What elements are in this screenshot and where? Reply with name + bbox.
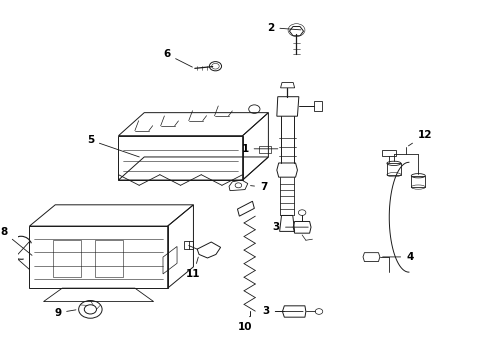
Text: 1: 1 xyxy=(241,144,277,154)
Text: 3: 3 xyxy=(272,222,307,232)
Text: 5: 5 xyxy=(86,135,139,157)
Text: 4: 4 xyxy=(382,252,413,262)
Text: 11: 11 xyxy=(186,257,200,279)
Text: 10: 10 xyxy=(237,316,252,332)
Text: 6: 6 xyxy=(163,49,192,67)
Text: 9: 9 xyxy=(54,308,76,318)
Text: 3: 3 xyxy=(262,306,303,316)
Text: 2: 2 xyxy=(266,23,300,33)
Text: 8: 8 xyxy=(0,227,32,255)
Text: 7: 7 xyxy=(250,182,267,192)
Text: 12: 12 xyxy=(407,130,431,146)
